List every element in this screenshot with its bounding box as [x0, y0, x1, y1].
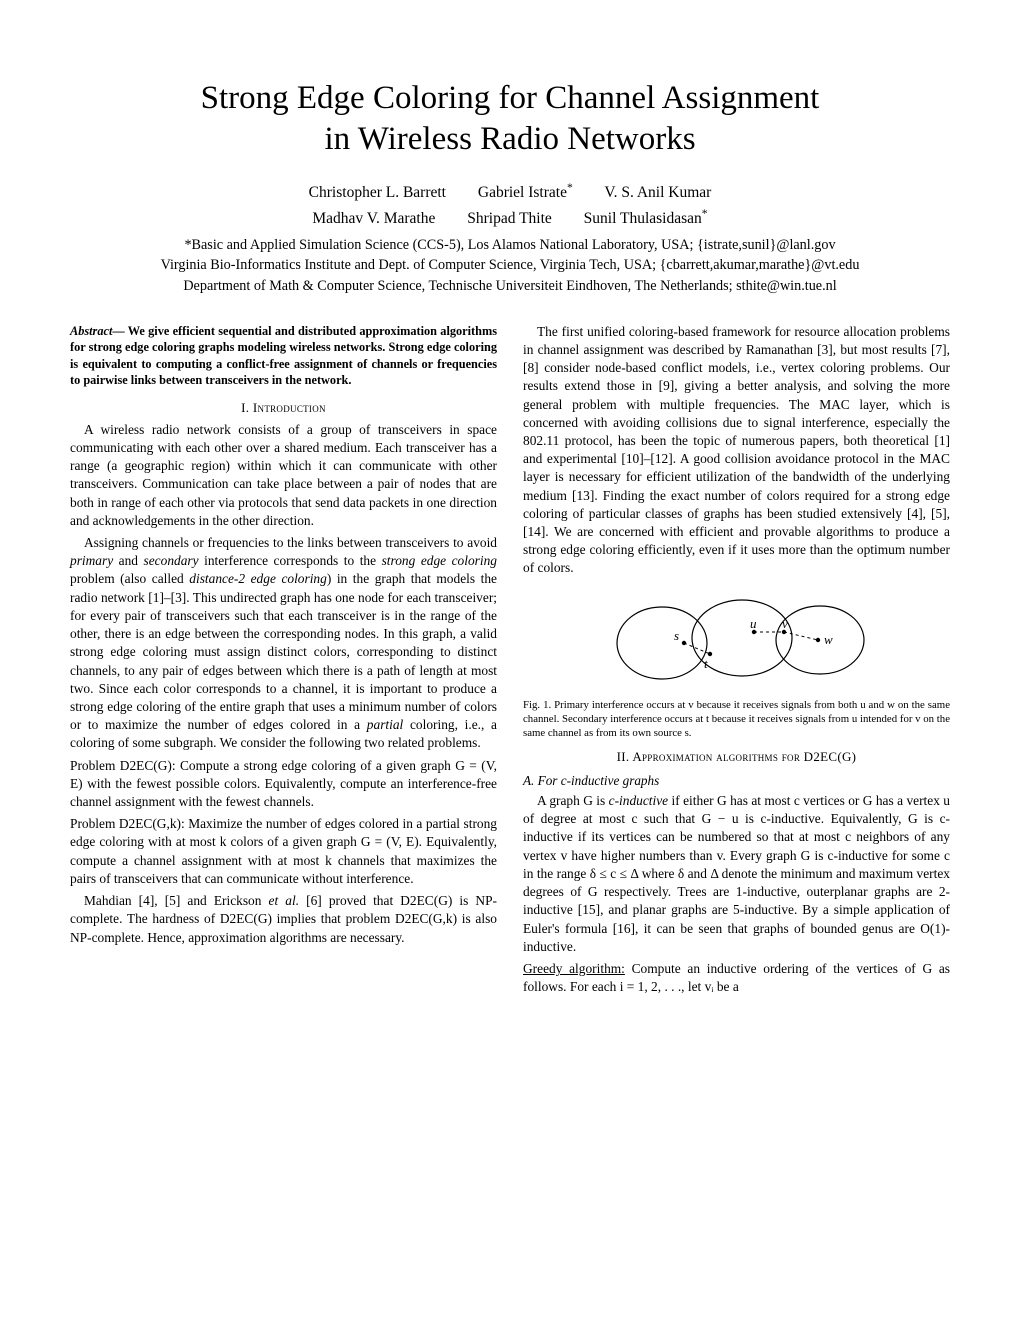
- para-7: A graph G is c-inductive if either G has…: [523, 792, 950, 956]
- figure-1: s t u v w: [523, 588, 950, 693]
- abstract-text: — We give efficient sequential and distr…: [70, 324, 497, 388]
- affil-3: Department of Math & Computer Science, T…: [70, 276, 950, 297]
- svg-text:t: t: [704, 656, 708, 671]
- author-4: Madhav V. Marathe: [312, 210, 435, 227]
- svg-text:s: s: [674, 628, 679, 643]
- affiliations: *Basic and Applied Simulation Science (C…: [70, 235, 950, 297]
- svg-text:w: w: [824, 632, 833, 647]
- left-column: Abstract— We give efficient sequential a…: [70, 323, 497, 1001]
- author-3: V. S. Anil Kumar: [604, 184, 711, 201]
- abstract: Abstract— We give efficient sequential a…: [70, 323, 497, 389]
- para-8: Greedy algorithm: Compute an inductive o…: [523, 960, 950, 996]
- para-problem-1: Problem D2EC(G): Compute a strong edge c…: [70, 757, 497, 812]
- two-column-body: Abstract— We give efficient sequential a…: [70, 323, 950, 1001]
- title-line-2: in Wireless Radio Networks: [324, 121, 695, 157]
- figure-1-svg: s t u v w: [592, 588, 882, 688]
- author-5: Shripad Thite: [467, 210, 552, 227]
- para-5: Mahdian [4], [5] and Erickson et al. [6]…: [70, 892, 497, 947]
- section-2-heading: II. Approximation algorithms for D2EC(G): [523, 748, 950, 766]
- right-column: The first unified coloring-based framewo…: [523, 323, 950, 1001]
- title-line-1: Strong Edge Coloring for Channel Assignm…: [201, 80, 820, 116]
- author-6: Sunil Thulasidasan: [584, 210, 702, 227]
- section-1-heading: I. Introduction: [70, 399, 497, 417]
- subsection-a-heading: A. For c-inductive graphs: [523, 772, 950, 790]
- para-2: Assigning channels or frequencies to the…: [70, 534, 497, 753]
- paper-title: Strong Edge Coloring for Channel Assignm…: [70, 78, 950, 161]
- author-1: Christopher L. Barrett: [309, 184, 446, 201]
- page: Strong Edge Coloring for Channel Assignm…: [0, 0, 1020, 1320]
- affil-2: Virginia Bio-Informatics Institute and D…: [70, 255, 950, 276]
- abstract-label: Abstract: [70, 324, 112, 338]
- affil-1: *Basic and Applied Simulation Science (C…: [70, 235, 950, 256]
- svg-text:u: u: [750, 616, 757, 631]
- author-2: Gabriel Istrate: [478, 184, 567, 201]
- author-block: Christopher L. Barrett Gabriel Istrate* …: [70, 179, 950, 231]
- para-1: A wireless radio network consists of a g…: [70, 421, 497, 530]
- para-6: The first unified coloring-based framewo…: [523, 323, 950, 578]
- svg-text:v: v: [782, 616, 788, 631]
- figure-1-caption: Fig. 1. Primary interference occurs at v…: [523, 699, 950, 740]
- para-problem-2: Problem D2EC(G,k): Maximize the number o…: [70, 815, 497, 888]
